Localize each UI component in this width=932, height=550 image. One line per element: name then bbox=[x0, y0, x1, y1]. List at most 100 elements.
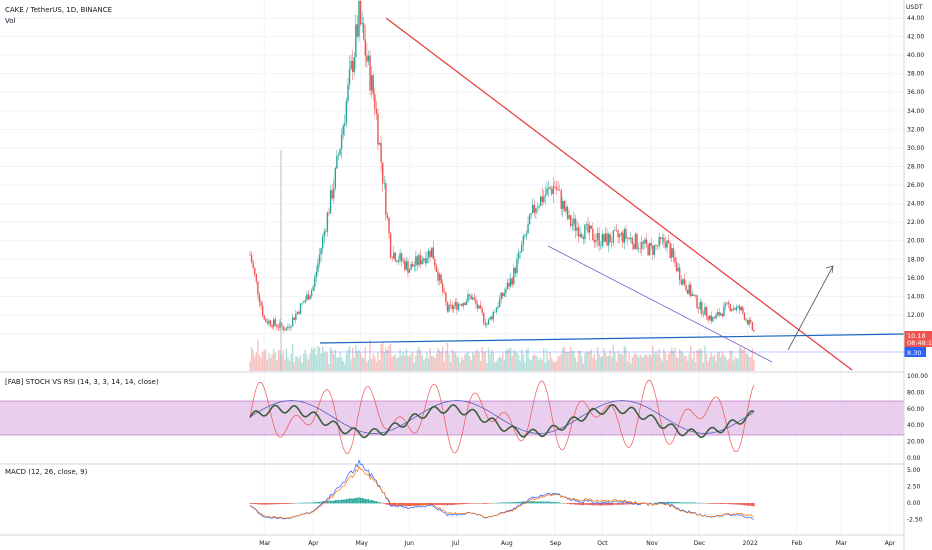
volume-bar bbox=[290, 353, 292, 371]
macd-tick-label: -2.50 bbox=[907, 517, 923, 524]
macd-hist-bar bbox=[399, 503, 401, 506]
macd-hist-bar bbox=[304, 502, 306, 504]
candle-body bbox=[729, 303, 731, 311]
macd-hist-bar bbox=[252, 503, 254, 504]
price-axis[interactable]: 44.00 42.00 40.00 38.00 36.00 34.00 32.00 30.00… bbox=[907, 15, 924, 338]
volume-bar bbox=[293, 362, 295, 371]
volume-bar bbox=[475, 350, 477, 371]
macd-hist-bar bbox=[748, 503, 750, 506]
volume-bar bbox=[617, 350, 619, 371]
candle-body bbox=[514, 267, 517, 274]
macd-hist-bar bbox=[696, 502, 698, 504]
macd-hist-bar bbox=[336, 499, 338, 504]
candle-body bbox=[397, 260, 400, 263]
macd-hist-bar bbox=[364, 499, 367, 504]
macd-hist-bar bbox=[528, 501, 531, 504]
volume-bar bbox=[432, 356, 434, 371]
macd-hist-bar bbox=[266, 503, 269, 505]
candle-body bbox=[453, 305, 455, 310]
candle-body bbox=[634, 233, 637, 250]
candle-body bbox=[351, 60, 354, 73]
candle-body bbox=[644, 239, 646, 244]
macd-hist-bar bbox=[704, 502, 706, 504]
volume-bar bbox=[424, 358, 427, 371]
candle-body bbox=[383, 183, 385, 184]
volume-bar bbox=[377, 352, 379, 371]
volume-bar bbox=[402, 352, 404, 371]
macd-hist-bar bbox=[710, 503, 712, 504]
candle-body bbox=[500, 292, 502, 300]
volume-bar bbox=[405, 348, 408, 371]
macd-hist-bar bbox=[258, 503, 261, 505]
volume-bar bbox=[661, 360, 664, 371]
projection-arrow[interactable] bbox=[787, 265, 834, 351]
volume-bar bbox=[648, 353, 651, 371]
channel-line[interactable] bbox=[547, 245, 773, 363]
macd-hist-bar bbox=[705, 503, 708, 504]
macd-hist-bar bbox=[721, 503, 724, 505]
macd-hist-bar bbox=[400, 503, 403, 506]
macd-hist-bar bbox=[503, 502, 506, 504]
macd-hist-bar bbox=[355, 497, 357, 504]
macd-hist-bar bbox=[521, 501, 523, 504]
candle-body bbox=[375, 109, 378, 114]
candle-body bbox=[674, 256, 676, 263]
candle-body bbox=[348, 69, 351, 85]
macd-hist-bar bbox=[667, 501, 670, 504]
last-price-tag: 10.18 08:48:12 bbox=[904, 331, 932, 347]
candle-body bbox=[713, 317, 716, 319]
macd-hist-bar bbox=[367, 499, 370, 504]
macd-hist-bar bbox=[647, 503, 649, 504]
candle-body bbox=[279, 322, 281, 328]
macd-pane[interactable]: MACD (12, 26, close, 9) bbox=[0, 459, 904, 520]
candle-body bbox=[647, 244, 649, 256]
time-axis[interactable]: Mar Apr May Jun Jul Aug Sep Oct Nov Dec 2022 Feb Mar… bbox=[259, 540, 895, 547]
price-tick-label: 24.00 bbox=[907, 201, 924, 208]
volume-bar bbox=[426, 351, 428, 371]
macd-hist-bar bbox=[592, 503, 594, 506]
candle-body bbox=[415, 256, 417, 266]
stoch-pane[interactable]: [FAB] STOCH VS RSI (14, 3, 3, 14, 14, cl… bbox=[0, 371, 904, 454]
volume-bar bbox=[532, 355, 534, 371]
volume-bar bbox=[641, 356, 643, 371]
volume-bar bbox=[295, 356, 297, 371]
candle-body bbox=[617, 230, 619, 238]
candle-body bbox=[427, 250, 430, 259]
volume-bar bbox=[285, 348, 288, 371]
last-price-value: 10.18 bbox=[907, 332, 926, 340]
macd-hist-bar bbox=[536, 501, 539, 504]
macd-hist-bar bbox=[280, 503, 283, 505]
volume-bar bbox=[579, 350, 581, 371]
candle-body bbox=[290, 325, 292, 328]
price-pane[interactable]: CAKE / TetherUS, 1D, BINANCE Vol bbox=[5, 0, 906, 371]
macd-hist-bar bbox=[551, 502, 553, 504]
volume-bar bbox=[412, 351, 414, 371]
macd-hist-bar bbox=[479, 503, 482, 504]
trend-line[interactable] bbox=[385, 17, 853, 371]
volume-bar bbox=[558, 356, 561, 371]
volume-bar bbox=[702, 362, 705, 371]
candle-body bbox=[685, 285, 687, 290]
volume-bar bbox=[503, 359, 506, 371]
volume-bar bbox=[647, 356, 649, 371]
volume-bar bbox=[734, 356, 736, 371]
macd-tick-label: 5.00 bbox=[907, 467, 921, 474]
candle-body bbox=[588, 225, 591, 233]
macd-hist-bar bbox=[418, 503, 420, 506]
volume-bar bbox=[388, 345, 390, 371]
macd-hist-bar bbox=[607, 503, 610, 506]
macd-hist-bar bbox=[306, 502, 308, 504]
support-line[interactable] bbox=[319, 333, 906, 344]
candle-body bbox=[336, 155, 338, 169]
volume-bar bbox=[680, 350, 682, 371]
macd-hist-bar bbox=[307, 502, 310, 504]
stoch-title: [FAB] STOCH VS RSI (14, 3, 3, 14, 14, cl… bbox=[5, 378, 159, 386]
candle-body bbox=[660, 237, 662, 239]
candle-body bbox=[718, 312, 720, 316]
macd-hist-bar bbox=[720, 503, 722, 504]
volume-bar bbox=[696, 350, 698, 371]
volume-bar bbox=[435, 353, 438, 371]
candle-body bbox=[269, 320, 272, 326]
macd-hist-bar bbox=[739, 503, 741, 505]
